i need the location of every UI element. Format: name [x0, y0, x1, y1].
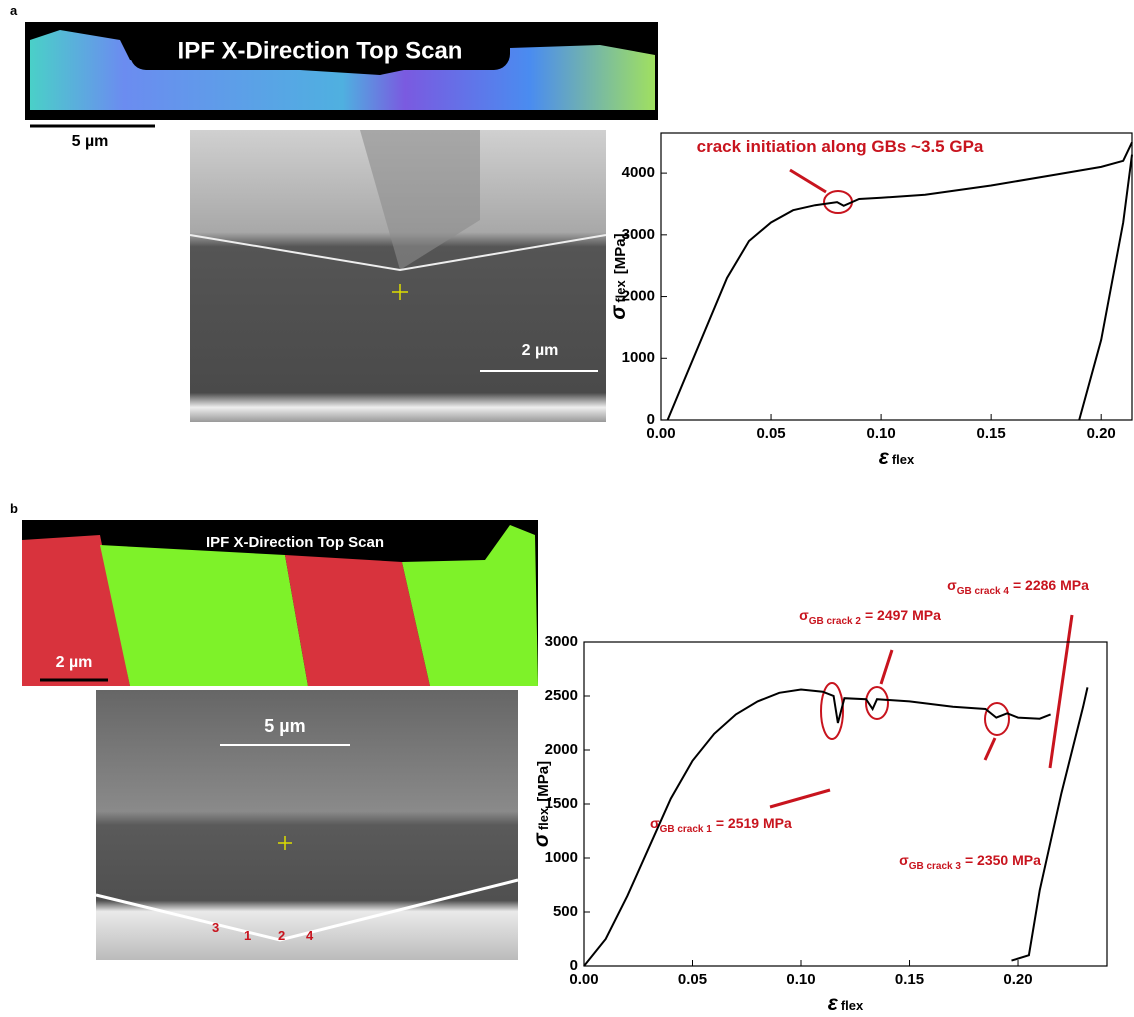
x-tick-label: 0.10: [786, 971, 815, 988]
ipf-title: IPF X-Direction Top Scan: [178, 37, 463, 64]
subscript: GB crack 4: [957, 586, 1010, 597]
symbol: σ: [799, 607, 809, 623]
annotation: σGB crack 4= 2286 MPa: [947, 577, 1089, 597]
data-line: [1012, 687, 1088, 960]
scale-label: 2 µm: [56, 654, 93, 671]
x-tick-label: 0.05: [678, 971, 707, 988]
data-line: [1079, 155, 1132, 420]
symbol: σ: [947, 577, 957, 593]
symbol: σ: [530, 832, 553, 847]
subscript: flex: [841, 998, 864, 1013]
annotation: σGB crack 2= 2497 MPa: [799, 607, 941, 627]
crack-mark: 1: [244, 928, 251, 943]
plot-frame: [661, 133, 1132, 420]
y-tick-label: 500: [553, 903, 578, 920]
grain: [100, 545, 308, 686]
crack-mark: 2: [278, 928, 285, 943]
scale-label: 5 µm: [264, 716, 305, 736]
y-tick-label: 2000: [545, 741, 578, 758]
annotation-text: = 2350 MPa: [965, 852, 1041, 868]
highlight-circle: [985, 703, 1009, 735]
axis-label: σ flex [MPa]: [607, 233, 630, 319]
y-tick-label: 4000: [622, 164, 655, 181]
symbol: σ: [607, 305, 630, 320]
x-tick-label: 0.15: [977, 425, 1006, 442]
unit: [MPa]: [535, 761, 552, 802]
figure: a IPF X-Direction Top Scan 5 µm 2 µm b I…: [0, 0, 1134, 1017]
ipf-title: IPF X-Direction Top Scan: [206, 534, 384, 551]
x-tick-label: 0.20: [1087, 425, 1116, 442]
y-tick-label: 3000: [545, 633, 578, 650]
x-tick-label: 0.15: [895, 971, 924, 988]
panel-label: b: [10, 501, 18, 516]
arrow: [1050, 615, 1072, 768]
arrow: [881, 650, 892, 684]
subscript: GB crack 3: [909, 861, 962, 872]
unit: [MPa]: [612, 233, 629, 274]
symbol: ε: [828, 992, 839, 1015]
scale-label: 5 µm: [72, 133, 109, 150]
subscript: flex: [892, 452, 915, 467]
subscript: GB crack 1: [660, 824, 713, 835]
symbol: σ: [650, 815, 660, 831]
annotation-text: = 2519 MPa: [716, 815, 792, 831]
subscript: GB crack 2: [809, 616, 862, 627]
data-line: [668, 142, 1132, 420]
arrow: [985, 738, 995, 760]
panel-label: a: [10, 3, 18, 18]
plot-frame: [584, 642, 1107, 966]
arrow: [770, 790, 830, 807]
x-tick-label: 0.20: [1003, 971, 1032, 988]
subscript: flex: [613, 279, 628, 302]
y-tick-label: 1000: [622, 349, 655, 366]
crack-mark: 3: [212, 920, 219, 935]
x-tick-label: 0.00: [646, 425, 675, 442]
y-tick-label: 2500: [545, 687, 578, 704]
scale-label: 2 µm: [522, 342, 559, 359]
x-tick-label: 0.00: [569, 971, 598, 988]
annotation: crack initiation along GBs ~3.5 GPa: [697, 137, 984, 156]
annotation-text: = 2497 MPa: [865, 607, 941, 623]
sem-image: [96, 690, 518, 960]
x-tick-label: 0.10: [866, 425, 895, 442]
y-tick-label: 1000: [545, 849, 578, 866]
annotation: σGB crack 1= 2519 MPa: [650, 815, 792, 835]
crack-mark: 4: [306, 928, 314, 943]
symbol: σ: [899, 852, 909, 868]
subscript: flex: [536, 807, 551, 830]
arrow: [790, 170, 826, 192]
symbol: ε: [879, 446, 890, 469]
annotation-text: crack initiation along GBs ~3.5 GPa: [697, 137, 984, 156]
annotation: σGB crack 3= 2350 MPa: [899, 852, 1041, 872]
x-tick-label: 0.05: [756, 425, 785, 442]
annotation-text: = 2286 MPa: [1013, 577, 1089, 593]
